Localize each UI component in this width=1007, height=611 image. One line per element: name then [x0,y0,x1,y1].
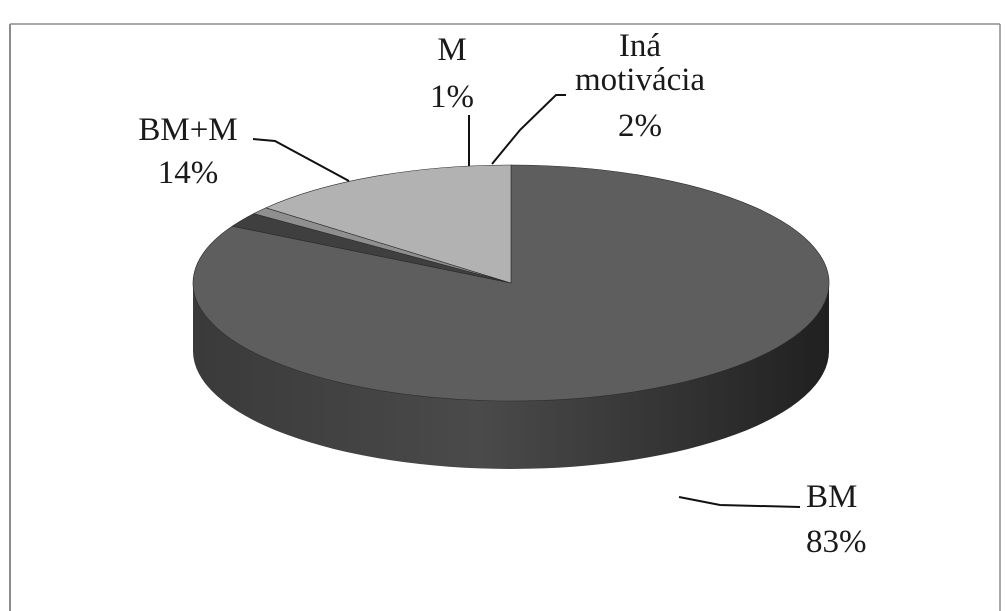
category-label-in-motiv-cia: Iná [619,28,661,64]
pie-side-face [193,283,829,469]
category-label-m: M [437,32,466,68]
leader-line-bm-m [252,138,350,182]
leader-line-in-motiv-cia [491,94,566,165]
percent-label-bm-m: 14% [158,155,219,191]
pie-side-wall [193,283,829,469]
percent-label-bm: 83% [806,524,867,560]
pie-slice-bm-m [265,164,512,284]
category-label-bm: BM [806,479,857,515]
pie-slices [192,164,830,402]
category-label-bm-m: BM+M [138,112,237,148]
percent-label-m: 1% [430,79,474,115]
leader-lines [252,94,801,508]
leader-line-bm [678,496,801,508]
category-label-in-motiv-cia: motivácia [575,62,705,98]
pie-slice-bm [192,164,830,402]
percent-label-in-motiv-cia: 2% [618,108,662,144]
